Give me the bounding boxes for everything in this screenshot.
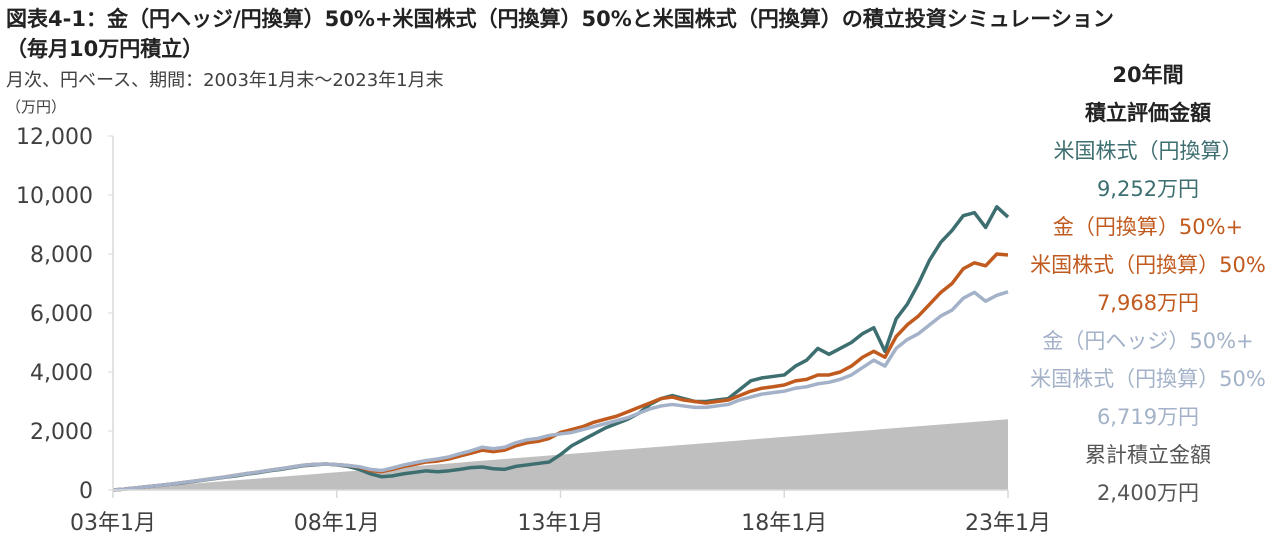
panel-title: 20年間 積立評価金額 [1085, 63, 1211, 125]
x-tick-label: 18年1月 [741, 511, 827, 536]
end-value-panel: 20年間 積立評価金額 米国株式（円換算） 9,252万円金（円換算）50%+ 米… [1010, 56, 1280, 512]
y-tick-label: 6,000 [30, 302, 93, 327]
chart-title: 図表4-1：金（円ヘッジ/円換算）50%+米国株式（円換算）50%と米国株式（円… [6, 7, 1114, 61]
legend-label: 米国株式（円換算） [1053, 139, 1243, 163]
x-tick-label: 03年1月 [70, 511, 156, 536]
end-value-label: 6,719万円 [1096, 405, 1200, 429]
y-tick-label: 2,000 [30, 420, 93, 445]
y-tick-label: 10,000 [16, 184, 93, 209]
y-tick-label: 0 [79, 479, 93, 504]
legend-label: 累計積立金額 [1085, 443, 1211, 467]
end-value-label: 2,400万円 [1096, 481, 1200, 505]
y-tick-label: 4,000 [30, 361, 93, 386]
chart-subtitle: 月次、円ベース、期間：2003年1月末～2023年1月末 [6, 70, 444, 91]
end-value-label: 7,968万円 [1096, 291, 1200, 315]
x-tick-label: 08年1月 [294, 511, 380, 536]
x-tick-label: 13年1月 [518, 511, 604, 536]
legend-label: 金（円ヘッジ）50%+ 米国株式（円換算）50% [1030, 329, 1266, 391]
y-tick-label: 8,000 [30, 243, 93, 268]
legend-label: 金（円換算）50%+ 米国株式（円換算）50% [1030, 215, 1266, 277]
y-axis-label: （万円） [6, 98, 67, 116]
y-tick-label: 12,000 [16, 125, 93, 150]
x-tick-label: 23年1月 [965, 511, 1051, 536]
line [112, 290, 1009, 492]
end-value-label: 9,252万円 [1096, 177, 1200, 201]
